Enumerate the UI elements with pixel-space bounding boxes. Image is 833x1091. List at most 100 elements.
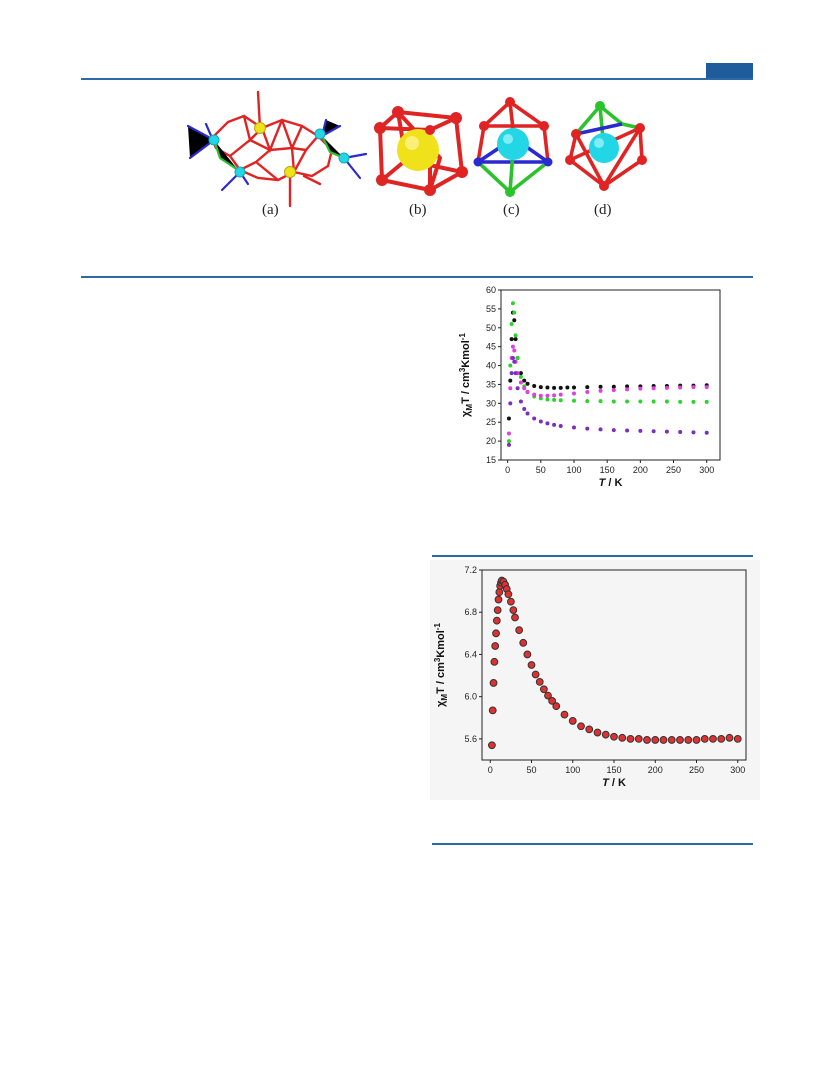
data-point [659, 736, 668, 744]
data-point [508, 386, 513, 391]
y-axis-label: χMT / cm3Kmol-1 [433, 623, 449, 707]
data-point [513, 333, 518, 338]
data-point [506, 439, 511, 444]
data-point [510, 301, 515, 306]
data-point [506, 597, 515, 606]
data-point [545, 393, 550, 398]
data-point [585, 426, 590, 431]
x-tick-label: 0 [505, 465, 510, 475]
data-point [552, 397, 557, 402]
header-tab [706, 63, 753, 78]
data-point [651, 736, 660, 744]
data-point [565, 385, 570, 390]
data-point [544, 691, 552, 700]
data-point [539, 685, 548, 694]
data-point [545, 421, 550, 426]
data-point [610, 732, 618, 741]
section-rule-3 [432, 843, 753, 845]
data-point [678, 385, 683, 390]
data-point [493, 606, 502, 615]
y-tick-label: 45 [486, 342, 496, 352]
data-point [492, 616, 501, 625]
data-point [601, 730, 610, 739]
chart-2: 0 50 100 150 200 250 300 5.6 6.0 6.4 6.8 7.2 T / K χM… [430, 560, 760, 800]
data-point [522, 378, 527, 383]
x-tick-label: 250 [689, 765, 704, 775]
data-point [585, 385, 590, 390]
data-point [512, 310, 517, 315]
data-point [518, 399, 523, 404]
plot-frame [500, 289, 721, 461]
data-point [538, 393, 543, 398]
data-point [515, 356, 520, 360]
data-point [519, 638, 528, 647]
x-tick-label: 150 [606, 765, 621, 775]
data-point [525, 390, 530, 394]
data-point [506, 416, 511, 421]
data-point [532, 383, 537, 388]
data-point [625, 387, 630, 392]
panel-label-a: (a) [262, 202, 279, 218]
data-point [611, 428, 616, 433]
data-point [651, 386, 656, 391]
data-point [509, 606, 518, 615]
data-point [678, 430, 683, 435]
data-point [651, 399, 656, 404]
data-point [678, 399, 683, 404]
data-point [492, 629, 500, 638]
data-point [572, 385, 576, 390]
data-point [545, 397, 550, 402]
data-point [513, 337, 518, 342]
structure-a [186, 90, 368, 208]
data-point [598, 427, 603, 432]
data-point [513, 371, 518, 376]
data-point [568, 717, 577, 725]
data-point [522, 407, 527, 411]
data-point [691, 399, 696, 404]
data-point [515, 386, 520, 391]
data-point [488, 706, 497, 715]
data-point [625, 384, 630, 389]
data-point [643, 736, 651, 744]
x-axis-label: T / K [602, 777, 626, 789]
data-point [618, 733, 627, 742]
data-point [552, 422, 557, 427]
x-tick-label: 100 [565, 765, 580, 775]
panel-label-b: (b) [409, 202, 427, 218]
series-0 [506, 310, 709, 421]
data-point [598, 388, 603, 393]
x-tick-label: 300 [730, 765, 745, 775]
data-point [509, 322, 514, 326]
chart-1: 0 50 100 150 200 250 300 15 20 25 30 35 40 45 50 55 60 T … [458, 285, 721, 489]
y-tick-label: 30 [486, 398, 496, 408]
data-point [572, 391, 576, 396]
data-point [611, 399, 616, 404]
data-point [725, 733, 734, 742]
data-point [704, 430, 709, 435]
data-point [527, 661, 536, 669]
data-point [684, 736, 693, 744]
y-tick-label: 25 [486, 417, 496, 427]
data-point [532, 392, 537, 397]
x-axis-label: T / K [599, 477, 623, 489]
x-tick-label: 50 [536, 465, 546, 475]
data-point [585, 390, 590, 394]
section-rule-1 [81, 276, 753, 278]
data-point [625, 399, 630, 404]
header-rule [81, 78, 753, 80]
data-point [508, 401, 513, 406]
structure-b [374, 106, 468, 196]
data-point [512, 359, 517, 364]
data-point [491, 642, 500, 650]
data-point [638, 428, 643, 433]
data-point [531, 670, 540, 679]
data-point [495, 588, 504, 597]
data-point [577, 722, 585, 731]
data-point [535, 677, 544, 686]
data-point [552, 393, 557, 398]
x-tick-label: 250 [666, 465, 681, 475]
x-tick-label: 100 [566, 465, 581, 475]
x-tick-label: 0 [488, 765, 493, 775]
data-point [490, 657, 499, 666]
data-point [518, 380, 523, 385]
